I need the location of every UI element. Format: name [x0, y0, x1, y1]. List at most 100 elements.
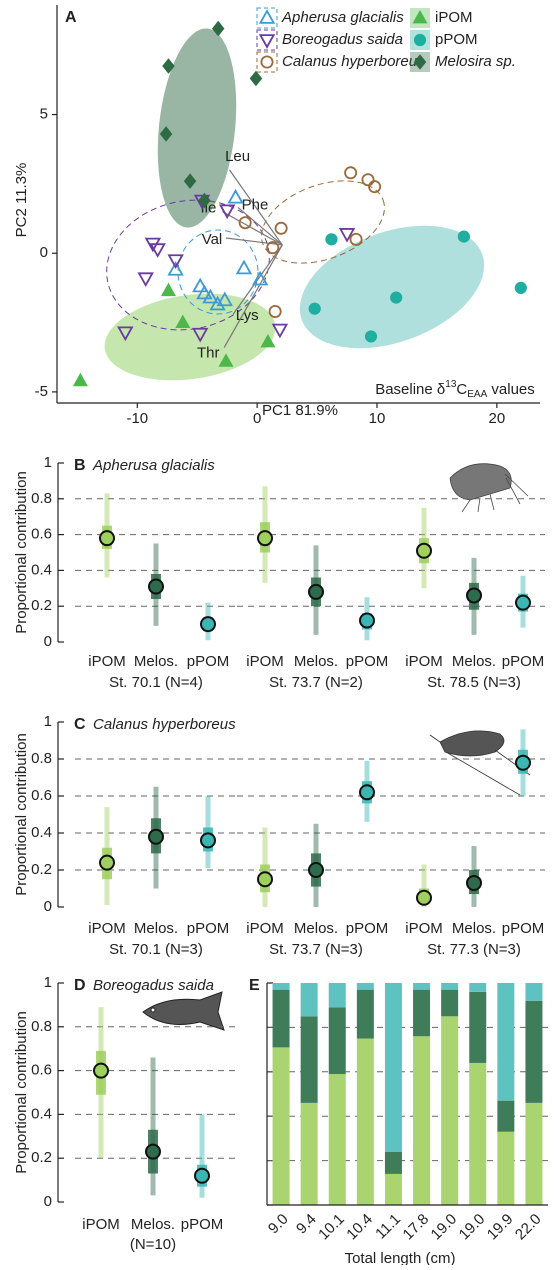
point — [211, 20, 225, 37]
x-tick-label: 9.0 — [265, 1211, 292, 1238]
legend-marker — [412, 9, 428, 24]
panel-title: Boreogadus saida — [93, 977, 214, 994]
loading-vector — [225, 237, 283, 246]
annotation-sup: 13 — [445, 379, 457, 390]
point — [514, 281, 527, 294]
y-tick-label: 0 — [40, 244, 48, 261]
point — [167, 261, 184, 276]
panel-title: Apherusa glacialis — [92, 457, 215, 474]
point — [266, 241, 280, 255]
bar-segment — [272, 989, 290, 1048]
median — [200, 616, 216, 633]
panel-letter: E — [249, 977, 260, 994]
y-axis-label: Proportional contribution — [13, 471, 30, 634]
annotation: Baseline δ13CEAA values — [375, 379, 535, 400]
point — [175, 314, 191, 328]
loading-label: Thr — [197, 344, 220, 361]
x-tick-label: 19.9 — [484, 1211, 517, 1244]
bar-segment — [300, 1102, 318, 1205]
legend-marker — [413, 54, 427, 70]
point — [167, 254, 184, 270]
point — [361, 173, 375, 187]
bar-segment — [384, 983, 402, 1152]
category-label: iPOM — [246, 653, 284, 670]
fish-icon — [142, 991, 225, 1031]
point — [349, 232, 363, 246]
bar-segment — [328, 1074, 346, 1205]
point — [160, 282, 176, 297]
category-label: pPOM — [346, 920, 389, 937]
loading-label: Val — [202, 231, 223, 248]
median — [308, 862, 324, 878]
y-tick-label: 0.4 — [31, 1105, 52, 1122]
x-tick-label: 10.4 — [343, 1211, 376, 1244]
y-tick-label: 0 — [44, 1193, 52, 1210]
bar-segment — [413, 989, 431, 1037]
legend-label: iPOM — [435, 9, 473, 26]
point — [198, 192, 211, 209]
x-tick-label: 20 — [489, 410, 506, 427]
y-tick-label: 0.2 — [31, 597, 52, 614]
y-tick-label: 1 — [44, 974, 52, 991]
legend-marker — [260, 55, 274, 69]
bar-segment — [356, 989, 374, 1039]
x-tick-label: 10.1 — [315, 1211, 348, 1244]
panel-letter: A — [65, 9, 77, 26]
point — [325, 233, 338, 246]
category-label: iPOM — [88, 920, 126, 937]
point — [72, 372, 88, 387]
bar-segment — [413, 983, 431, 990]
y-tick-label: 0 — [44, 633, 52, 650]
point — [344, 166, 358, 180]
y-tick-label: 5 — [40, 106, 48, 123]
median — [466, 587, 482, 604]
legend-box — [256, 51, 278, 73]
loading-vector — [222, 211, 283, 246]
y-axis-label: Proportional contribution — [13, 1011, 30, 1174]
loading-label: Leu — [225, 148, 250, 165]
group-label: St. 78.5 (N=3) — [427, 674, 521, 691]
bar-segment — [525, 1000, 543, 1103]
loading-vector — [237, 207, 283, 246]
bar-segment — [413, 1036, 431, 1205]
category-label: pPOM — [187, 653, 230, 670]
category-label: pPOM — [181, 1216, 224, 1233]
point — [238, 216, 252, 230]
bar-segment — [525, 983, 543, 1001]
bar-segment — [384, 1151, 402, 1174]
median — [257, 530, 273, 547]
y-tick-label: 0.4 — [31, 824, 52, 841]
x-tick-label: 11.1 — [372, 1211, 404, 1243]
annotation-text: Baseline δ — [375, 381, 445, 398]
category-label: Melos. — [134, 920, 178, 937]
loading-label: Lys — [236, 307, 259, 324]
bar-segment — [272, 1047, 290, 1205]
panel-letter: B — [74, 457, 86, 474]
point — [209, 295, 226, 311]
median — [99, 530, 115, 547]
median — [148, 828, 164, 845]
median — [194, 1167, 210, 1184]
median — [99, 854, 115, 871]
group-label: St. 73.7 (N=3) — [269, 941, 363, 958]
boreogadus-ellipse — [106, 199, 270, 331]
bar-segment — [300, 1016, 318, 1103]
legend-label: pPOM — [435, 31, 478, 48]
point — [338, 228, 356, 243]
point — [202, 288, 219, 304]
group-label: (N=10) — [130, 1236, 176, 1253]
y-tick-label: 0.8 — [31, 1018, 52, 1035]
calanus-ellipse — [261, 180, 385, 264]
point — [192, 277, 209, 293]
bar-segment — [328, 1007, 346, 1075]
bar-segment — [356, 983, 374, 990]
legend-label: Melosira sp. — [435, 53, 516, 70]
median — [359, 612, 375, 629]
category-label: Melos. — [452, 653, 496, 670]
bar-segment — [356, 1038, 374, 1205]
point — [117, 326, 134, 342]
x-tick-label: 9.4 — [293, 1211, 320, 1238]
point — [159, 126, 173, 142]
category-label: iPOM — [82, 1216, 120, 1233]
median — [308, 583, 324, 600]
